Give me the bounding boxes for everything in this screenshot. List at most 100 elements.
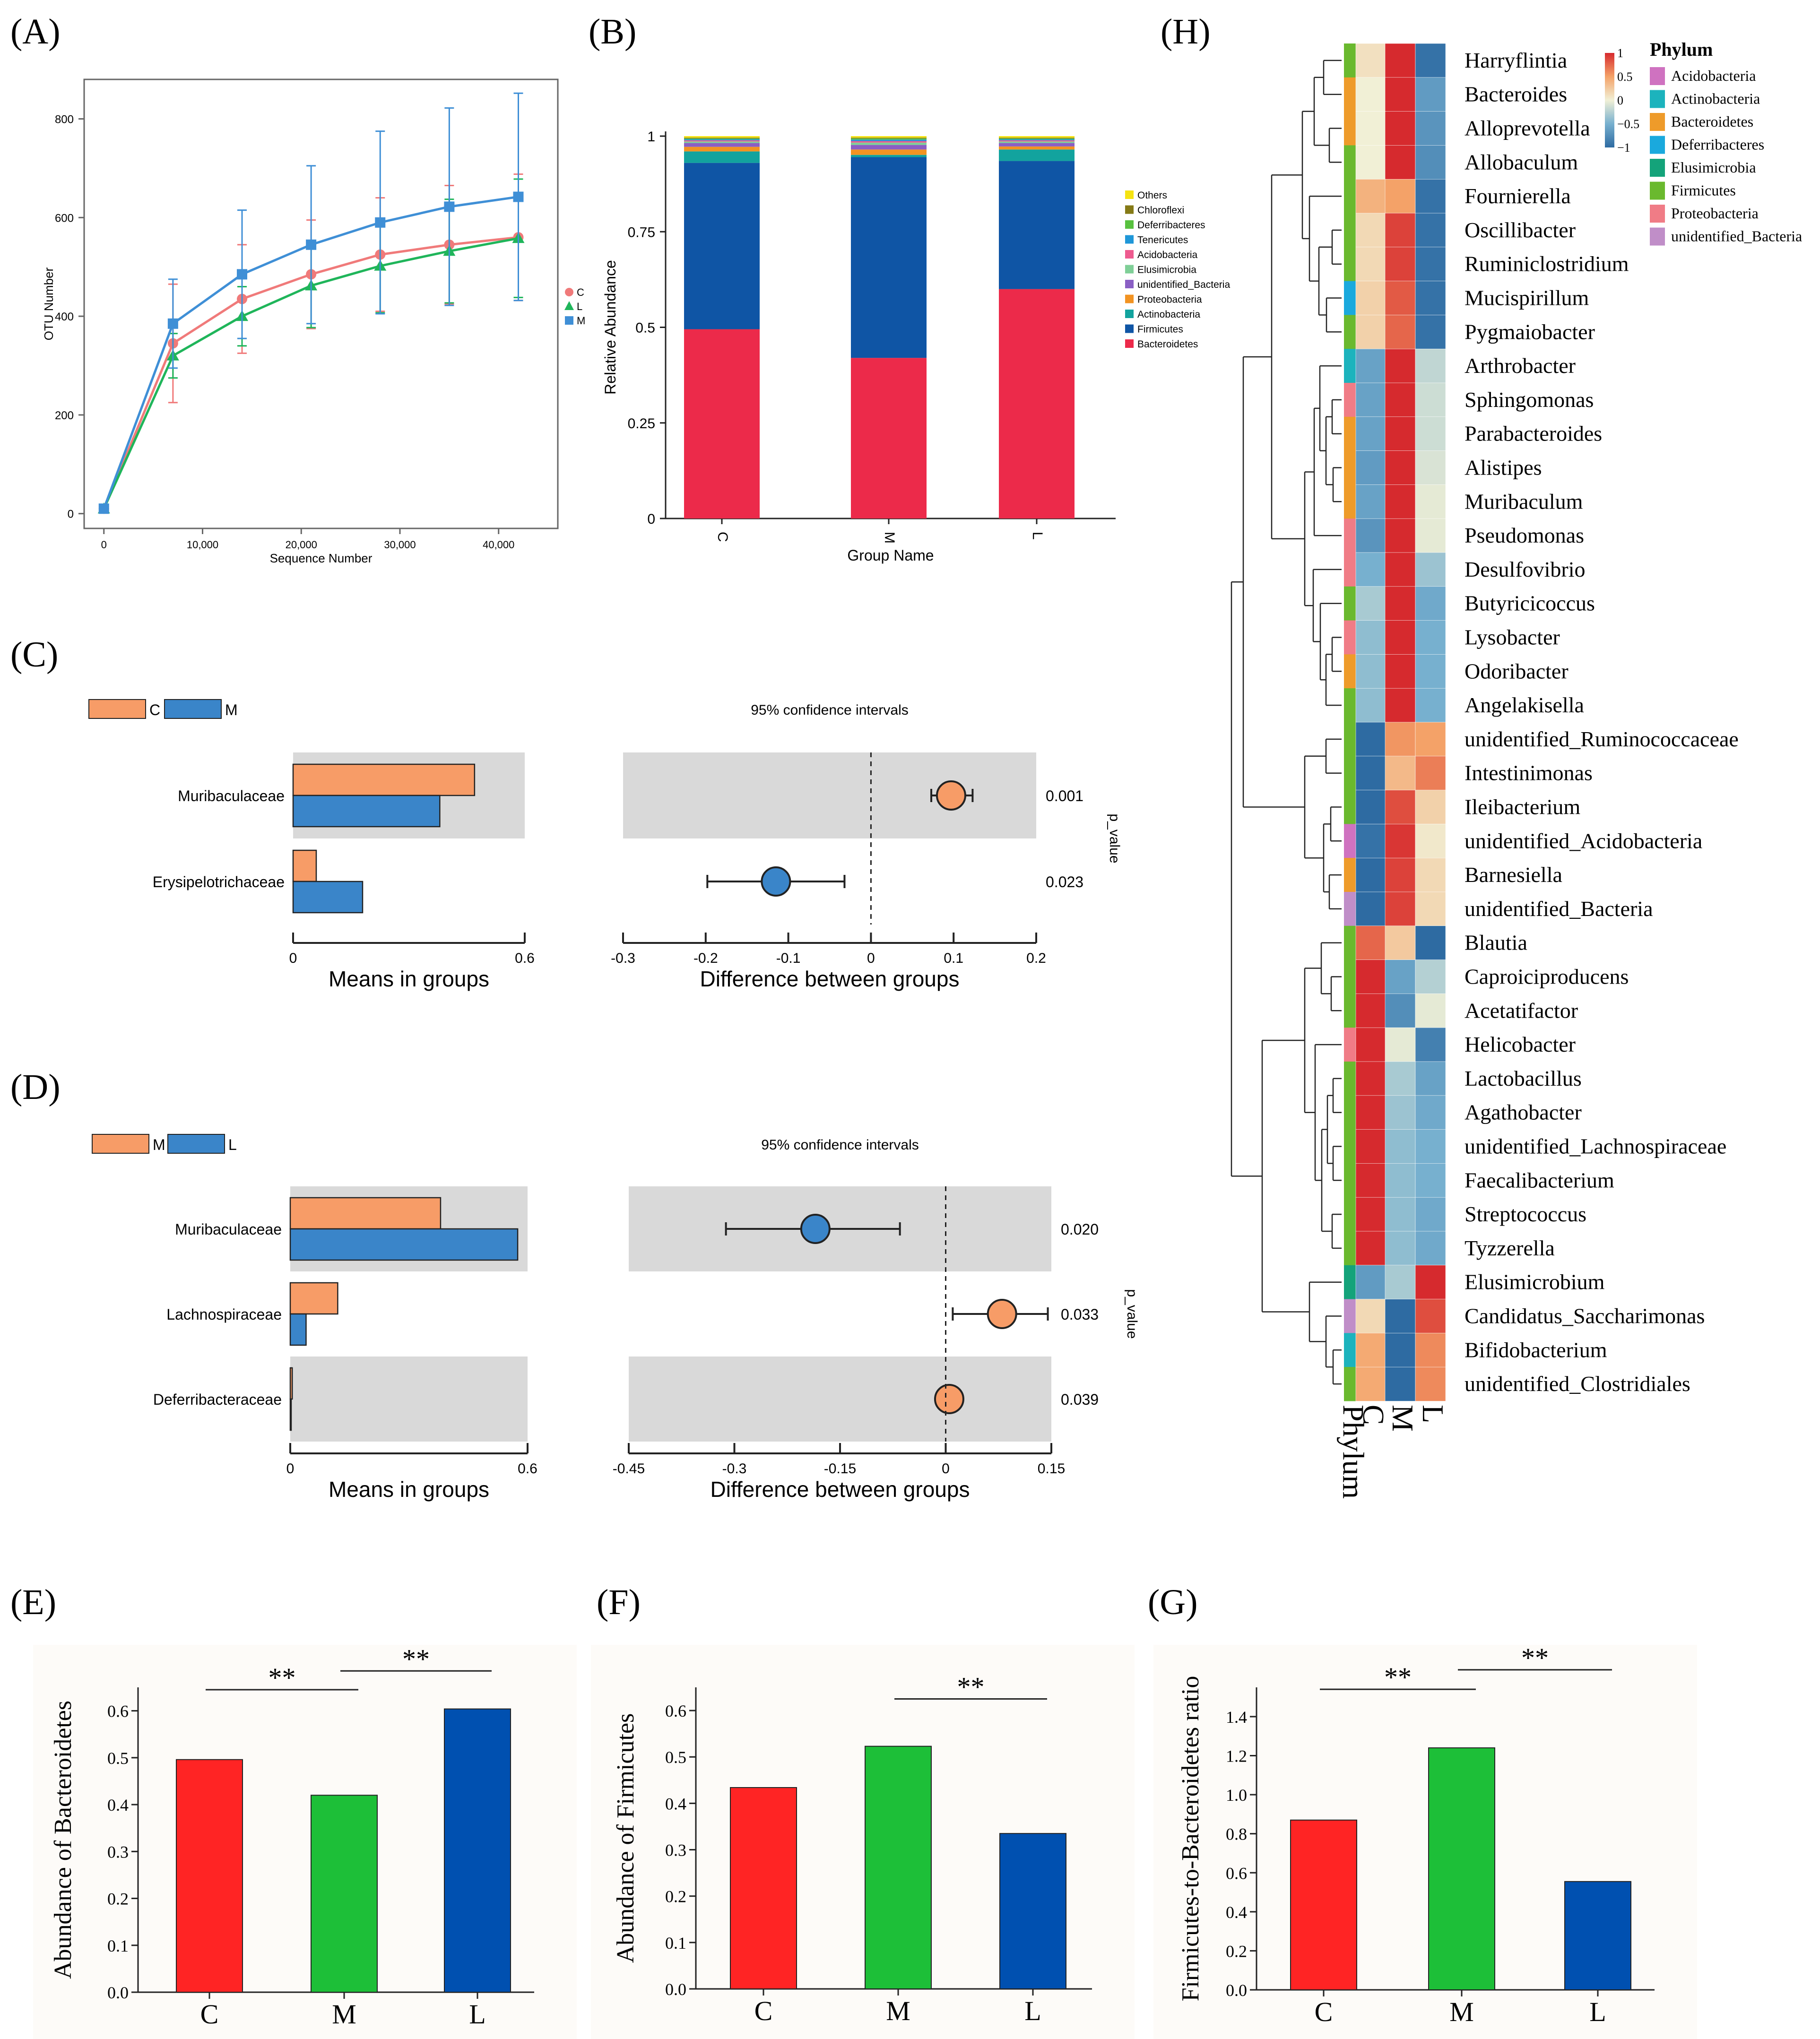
row-label: Allobaculum: [1465, 150, 1578, 174]
significance-label: **: [402, 1643, 430, 1674]
phylum-cell: [1344, 688, 1356, 723]
stacked-bar-C-Elusimicrobia: [684, 141, 760, 143]
row-label: Lachnospiraceae: [166, 1306, 282, 1323]
row-label: Candidatus_Saccharimonas: [1465, 1304, 1705, 1328]
phylum-cell: [1344, 654, 1356, 689]
stacked-bar-L-Acidobacteria: [999, 140, 1075, 142]
phylum-cell: [1344, 281, 1356, 315]
heatmap-cell-L: [1415, 722, 1446, 757]
heatmap-cell-C: [1355, 416, 1387, 451]
stacked-bar-M-Actinobacteria: [851, 155, 927, 157]
heatmap-cell-L: [1415, 1333, 1446, 1367]
phylum-cell: [1344, 383, 1356, 417]
row-label: Ileibacterium: [1465, 795, 1580, 819]
legend-swatch-Tenericutes: [1125, 235, 1134, 244]
colorbar: [1605, 53, 1614, 147]
heatmap-cell-C: [1355, 1197, 1387, 1232]
stacked-bar-L-Proteobacteria: [999, 146, 1075, 150]
heatmap-cell-C: [1355, 552, 1387, 587]
heatmap-cell-C: [1355, 1095, 1387, 1130]
stacked-bar-M-Firmicutes: [851, 157, 927, 358]
heatmap-cell-L: [1415, 1265, 1446, 1300]
phylum-cell: [1344, 145, 1356, 180]
phylum-cell: [1344, 1299, 1356, 1333]
row-label: Bifidobacterium: [1465, 1338, 1607, 1362]
x-tick-label: 0.6: [515, 950, 535, 966]
point-M: [98, 503, 109, 514]
legend-swatch-Proteobacteria: [1125, 294, 1134, 303]
row-label: Barnesiella: [1465, 863, 1562, 887]
legend-swatch-unidentified_Bacteria: [1650, 227, 1665, 246]
heatmap-cell-C: [1355, 654, 1387, 689]
row-label: Angelakisella: [1465, 693, 1584, 717]
x-axis-title: Sequence Number: [270, 551, 373, 565]
heatmap-cell-L: [1415, 756, 1446, 791]
row-label: Streptococcus: [1465, 1202, 1586, 1226]
point-M: [306, 239, 317, 250]
legend-label-Acidobacteria: Acidobacteria: [1671, 67, 1756, 84]
y-tick-label: 0.6: [665, 1702, 686, 1720]
row-label: Elusimicrobium: [1465, 1270, 1605, 1294]
phylum-cell: [1344, 1095, 1356, 1130]
row-label: Intestinimonas: [1465, 761, 1593, 785]
heatmap-cell-C: [1355, 857, 1387, 892]
bar-L: [444, 1708, 511, 1993]
legend-swatch-Actinobacteria: [1650, 90, 1665, 108]
heatmap-cell-C: [1355, 77, 1387, 112]
heatmap-cell-M: [1385, 179, 1416, 214]
row-label: Odoribacter: [1465, 659, 1569, 683]
legend-label-Actinobacteria: Actinobacteria: [1137, 309, 1200, 320]
heatmap-cell-L: [1415, 1231, 1446, 1266]
stacked-bar-C-Bacteroidetes: [684, 329, 760, 518]
x-tick-label: 0: [942, 1461, 950, 1477]
panel-g-bar-chart: 0.0 0.2 0.4 0.6 0.8 1.0 1.2 1.4 Firmicutes-to-Ba…: [1153, 1642, 1697, 2039]
point-M: [444, 201, 455, 212]
phylum-cell: [1344, 1197, 1356, 1232]
x-tick-label: L: [1589, 1996, 1606, 2027]
heatmap-cell-C: [1355, 688, 1387, 723]
mean-bar-L: [289, 1398, 292, 1431]
row-label: Muribaculaceae: [175, 1221, 282, 1238]
phylum-cell: [1344, 586, 1356, 621]
row-label: Muribaculum: [1465, 489, 1583, 513]
x-tick-label: C: [200, 1999, 219, 2030]
y-tick-label: 0.3: [665, 1841, 686, 1860]
heatmap-cell-M: [1385, 1333, 1416, 1367]
panel-label-h: (H): [1161, 12, 1211, 52]
x-tick-label: C: [715, 532, 730, 542]
panel-label-f: (F): [597, 1582, 641, 1622]
stacked-bar-M-Bacteroidetes: [851, 358, 927, 518]
row-label: Pygmaiobacter: [1465, 320, 1595, 344]
row-band: [629, 1356, 1051, 1442]
diff-point: [800, 1214, 831, 1244]
significance-label: **: [1384, 1662, 1412, 1693]
x-tick-label: -0.45: [613, 1461, 645, 1477]
phylum-cell: [1344, 553, 1356, 587]
heatmap-cell-M: [1385, 348, 1416, 383]
panel-labels: (A) (B) (C) (D) (E) (F) (G) (H): [10, 12, 1211, 1622]
heatmap-cell-L: [1415, 518, 1446, 553]
x-tick-label: -0.3: [722, 1461, 747, 1477]
panel-d-difference-chart: M L 95% confidence intervals Muribaculaceae…: [92, 1134, 1140, 1502]
heatmap-cell-L: [1415, 43, 1446, 78]
y-tick-label: 1.0: [1226, 1786, 1247, 1805]
x-axis-title: Group Name: [847, 547, 934, 564]
row-label: Muribaculaceae: [178, 787, 285, 804]
phylum-cell: [1344, 756, 1356, 791]
panel-c-difference-chart: C M 95% confidence intervals Muribaculaceae…: [88, 699, 1122, 991]
phylum-cell: [1344, 1333, 1356, 1367]
phylum-cell: [1344, 1367, 1356, 1401]
phylum-cell: [1344, 111, 1356, 146]
legend-swatch-Firmicutes: [1650, 181, 1665, 200]
legend-swatch-Chloroflexi: [1125, 205, 1134, 214]
heatmap-cell-M: [1385, 518, 1416, 553]
mean-bar-C: [292, 849, 317, 882]
heatmap-cell-L: [1415, 857, 1446, 892]
phylum-cell: [1344, 518, 1356, 553]
row-label: Blautia: [1465, 931, 1527, 955]
significance-label: **: [269, 1662, 296, 1693]
point-M: [167, 318, 178, 329]
heatmap-cell-C: [1355, 586, 1387, 621]
mean-bar-M: [289, 1197, 442, 1230]
y-tick-label: 0.0: [107, 1983, 129, 2002]
